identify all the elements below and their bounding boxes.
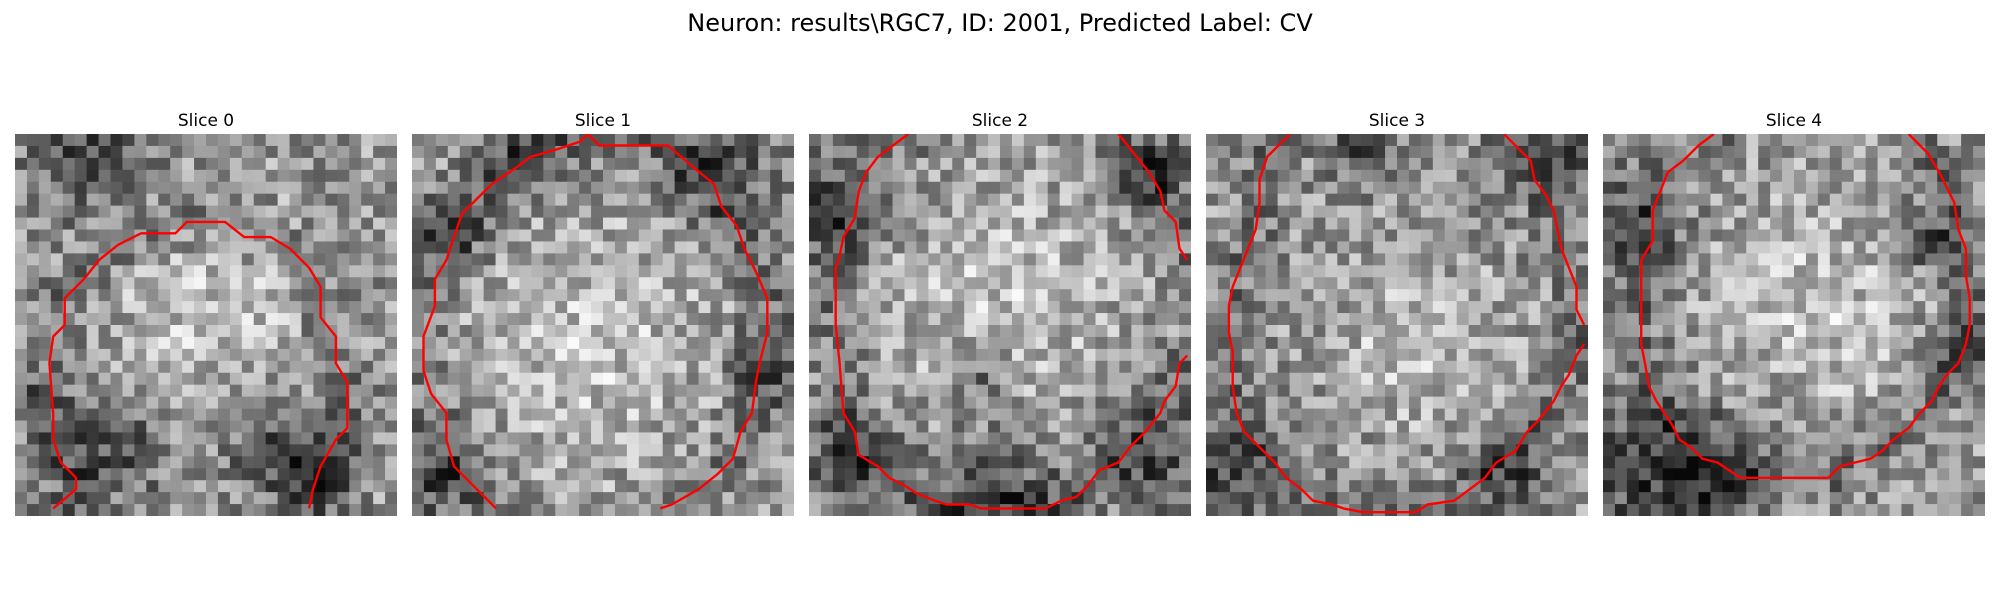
slice-title: Slice 2 [971,111,1029,131]
pixel-grid [412,134,794,516]
pixel-grid [809,134,1191,516]
slice-panel-0: Slice 0 [15,110,397,516]
contour-line [834,134,1189,510]
contour-line-secondary [1503,134,1586,326]
slice-image-2 [809,134,1191,516]
contour-line [422,134,769,510]
slice-panel-4: Slice 4 [1603,110,1985,516]
slice-image-1 [412,134,794,516]
pixel-grid [15,134,397,516]
slice-panel-2: Slice 2 [809,110,1191,516]
slice-panel-3: Slice 3 [1206,110,1588,516]
pixel-grid [1206,134,1588,516]
slice-title: Slice 4 [1765,111,1823,131]
slice-image-4 [1603,134,1985,516]
slice-panel-1: Slice 1 [412,110,794,516]
slice-title: Slice 1 [574,111,632,131]
contour-line-secondary [1117,134,1189,261]
slice-image-3 [1206,134,1588,516]
contour-line [48,220,349,510]
slice-image-0 [15,134,397,516]
contour-line [1640,134,1971,479]
contour-line [1227,134,1586,514]
slice-title: Slice 3 [1368,111,1426,131]
slice-title: Slice 0 [177,111,235,131]
figure-title: Neuron: results\RGC7, ID: 2001, Predicte… [687,9,1313,37]
